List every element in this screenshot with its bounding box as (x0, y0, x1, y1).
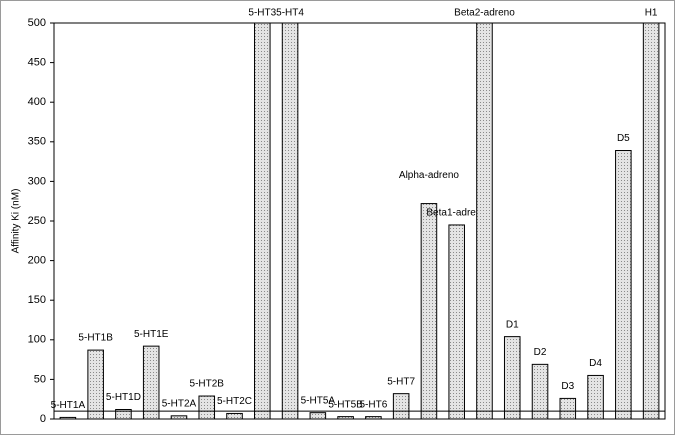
bar-label: 5-HT4 (276, 8, 304, 19)
bar (392, 393, 410, 420)
y-tick-label: 0 (40, 413, 46, 425)
bar-label: Beta1-adreno (426, 208, 487, 219)
bar (170, 415, 188, 420)
y-tick-label: 100 (28, 334, 46, 346)
bar (476, 22, 493, 420)
bar-label: 5-HT1B (78, 333, 113, 344)
bar-label: 5-HT1E (134, 329, 169, 340)
bar-label: D1 (506, 319, 519, 330)
bar (309, 412, 327, 420)
y-tick-label: 400 (28, 96, 46, 108)
y-tick-label: 150 (28, 294, 46, 306)
bar (281, 22, 299, 420)
bar-label: Alpha-adreno (399, 170, 459, 181)
bar (198, 395, 216, 420)
bar (254, 22, 271, 420)
bar-label: 5-HT2C (217, 396, 252, 407)
bar-label: 5-HT1A (51, 400, 86, 411)
y-tick-label: 50 (34, 373, 46, 385)
bar-label: 5-HT5A (301, 395, 336, 406)
y-tick-label: 500 (28, 17, 46, 29)
bar (226, 412, 243, 420)
y-tick-label: 200 (28, 255, 46, 267)
bar (587, 374, 604, 420)
bar (337, 416, 354, 420)
y-tick-label: 300 (28, 175, 46, 187)
bar (142, 345, 160, 420)
bar-label: 5-HT2B (190, 379, 225, 390)
bar (420, 203, 438, 420)
bar-label: 5-HT1D (106, 392, 141, 403)
y-axis-label: Affinity Ki (nM) (11, 189, 22, 254)
bar (642, 22, 660, 420)
y-tick-label: 350 (28, 136, 46, 148)
bar (59, 416, 77, 420)
bar-label: D4 (589, 358, 602, 369)
bar-label: Beta2-adreno (454, 8, 515, 19)
bar (503, 336, 521, 420)
bar-label: 5-HT7 (387, 376, 415, 387)
bar-label: H1 (645, 8, 658, 19)
bar-label: 5-HT6 (359, 399, 387, 410)
y-tick-label: 250 (28, 215, 46, 227)
bar-label: D5 (617, 133, 630, 144)
bar (559, 397, 577, 420)
bar-label: 5-HT3 (248, 8, 276, 19)
bar (448, 224, 465, 420)
bar-label: D2 (534, 347, 547, 358)
bar-label: 5-HT5B (328, 399, 363, 410)
bar-label: 5-HT2A (162, 398, 197, 409)
bar (365, 416, 382, 420)
y-tick-label: 450 (28, 57, 46, 69)
bar (531, 363, 549, 420)
bar (87, 349, 104, 420)
bar (615, 150, 632, 420)
bar (115, 408, 132, 420)
bar-label: D3 (561, 381, 574, 392)
